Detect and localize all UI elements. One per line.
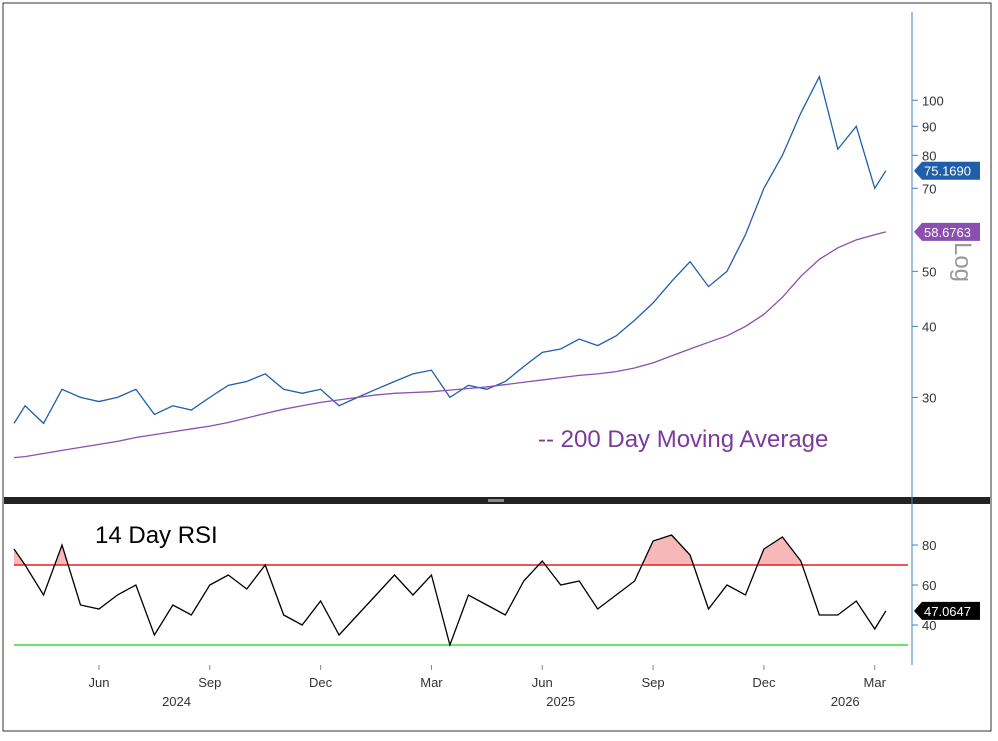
y-tick-label: 80 — [922, 538, 936, 553]
last-value-tag — [914, 222, 980, 241]
x-tick-label: Jun — [88, 675, 109, 690]
year-label: 2025 — [546, 694, 575, 709]
y-tick-label: 60 — [922, 578, 936, 593]
last-value-label: 58.6763 — [924, 225, 971, 240]
x-tick-label: Dec — [752, 675, 776, 690]
last-value-label: 75.1690 — [924, 164, 971, 179]
frame — [2, 2, 992, 732]
y-tick-label: 40 — [922, 319, 936, 334]
x-tick-label: Mar — [420, 675, 443, 690]
last-value-tag — [914, 601, 980, 620]
series-line — [13, 534, 887, 648]
last-value-label: 47.0647 — [924, 604, 971, 619]
panel-title: 14 Day RSI — [95, 522, 218, 549]
last-value-tag — [914, 161, 980, 180]
y-tick-label: 50 — [922, 264, 936, 279]
threshold-fill — [14, 535, 886, 565]
year-label: 2026 — [831, 694, 860, 709]
annotation: -- 200 Day Moving Average — [538, 426, 828, 453]
x-tick-label: Jun — [532, 675, 553, 690]
y-tick-label: 100 — [922, 93, 944, 108]
y-tick-label: 30 — [922, 390, 936, 405]
y-tick-label: 70 — [922, 181, 936, 196]
x-tick-label: Sep — [198, 675, 221, 690]
series-line — [13, 74, 887, 425]
y-tick-label: 90 — [922, 119, 936, 134]
year-label: 2024 — [162, 694, 191, 709]
x-tick-label: Dec — [309, 675, 333, 690]
separator-handle — [488, 499, 504, 502]
y-tick-label: 40 — [922, 618, 936, 633]
series-line — [13, 231, 886, 459]
y-tick-label: 80 — [922, 148, 936, 163]
x-tick-label: Sep — [642, 675, 665, 690]
y-axis-label: Log — [949, 242, 976, 282]
x-tick-label: Mar — [864, 675, 887, 690]
